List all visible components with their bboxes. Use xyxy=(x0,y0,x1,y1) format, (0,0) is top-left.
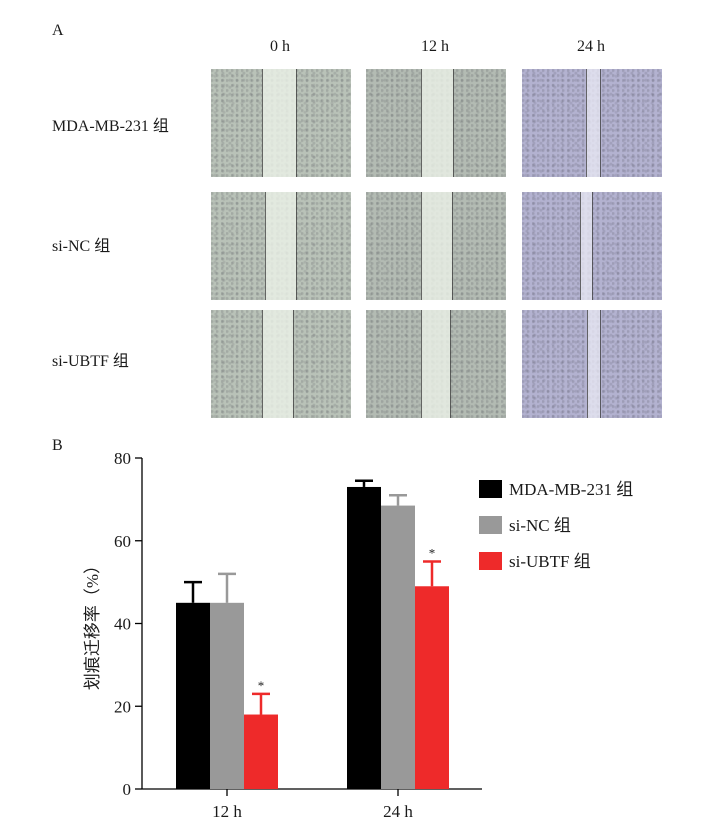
wound-gap xyxy=(421,310,450,418)
panel-a-label: A xyxy=(52,22,64,39)
bar xyxy=(244,714,278,789)
wound-left-edge xyxy=(265,192,266,300)
wound-left-edge xyxy=(262,69,263,177)
wound-image-mda-0h xyxy=(211,69,351,177)
legend-label: si-UBTF 组 xyxy=(509,552,591,571)
migration-bar-chart: 0 20 40 60 80 划痕迁移率（%） 12 h * 24 h * MDA-MB-231 组 s… xyxy=(83,449,633,821)
wound-right-edge xyxy=(296,192,297,300)
wound-left-edge xyxy=(262,310,263,418)
wound-left-edge xyxy=(421,310,422,418)
wound-right-edge xyxy=(453,69,454,177)
row-header-siubtf: si-UBTF 组 xyxy=(52,353,129,370)
x-tick-label: 12 h xyxy=(212,802,242,821)
wound-right-edge xyxy=(600,69,601,177)
col-header-0h: 0 h xyxy=(270,38,290,55)
wound-image-mda-12h xyxy=(366,69,506,177)
bar xyxy=(210,602,244,789)
col-header-12h: 12 h xyxy=(421,38,449,55)
legend-label: si-NC 组 xyxy=(509,516,571,535)
wound-image-sinc-0h xyxy=(211,192,351,300)
wound-left-edge xyxy=(586,69,587,177)
bar xyxy=(347,486,381,789)
wound-gap xyxy=(421,192,452,300)
panel-b-label: B xyxy=(52,437,63,454)
wound-gap xyxy=(421,69,453,177)
y-tick-label: 80 xyxy=(114,449,131,468)
significance-marker: * xyxy=(429,545,436,560)
wound-image-sinc-24h xyxy=(522,192,662,300)
wound-image-siubtf-12h xyxy=(366,310,506,418)
wound-image-sinc-12h xyxy=(366,192,506,300)
bar xyxy=(415,586,449,789)
y-tick-label: 0 xyxy=(123,780,132,799)
wound-left-edge xyxy=(421,69,422,177)
wound-right-edge xyxy=(600,310,601,418)
wound-image-siubtf-0h xyxy=(211,310,351,418)
bar xyxy=(381,505,415,789)
wound-left-edge xyxy=(587,310,588,418)
row-header-mda: MDA-MB-231 组 xyxy=(52,118,169,135)
wound-right-edge xyxy=(296,69,297,177)
wound-gap xyxy=(586,69,600,177)
wound-right-edge xyxy=(452,192,453,300)
legend-label: MDA-MB-231 组 xyxy=(509,480,633,499)
col-header-24h: 24 h xyxy=(577,38,605,55)
wound-right-edge xyxy=(293,310,294,418)
row-header-sinc: si-NC 组 xyxy=(52,238,111,255)
wound-left-edge xyxy=(421,192,422,300)
wound-gap xyxy=(262,69,296,177)
x-tick-label: 24 h xyxy=(383,802,413,821)
wound-gap xyxy=(587,310,600,418)
wound-gap xyxy=(262,310,293,418)
wound-right-edge xyxy=(450,310,451,418)
wound-image-mda-24h xyxy=(522,69,662,177)
wound-right-edge xyxy=(592,192,593,300)
wound-left-edge xyxy=(580,192,581,300)
legend-swatch xyxy=(479,480,502,498)
wound-gap xyxy=(265,192,296,300)
wound-image-siubtf-24h xyxy=(522,310,662,418)
y-axis-title: 划痕迁移率（%） xyxy=(83,557,102,690)
bar xyxy=(176,602,210,789)
wound-gap xyxy=(580,192,592,300)
y-tick-label: 20 xyxy=(114,697,131,716)
y-tick-label: 40 xyxy=(114,615,131,634)
legend-swatch xyxy=(479,516,502,534)
legend-swatch xyxy=(479,552,502,570)
y-tick-label: 60 xyxy=(114,532,131,551)
significance-marker: * xyxy=(258,678,265,693)
